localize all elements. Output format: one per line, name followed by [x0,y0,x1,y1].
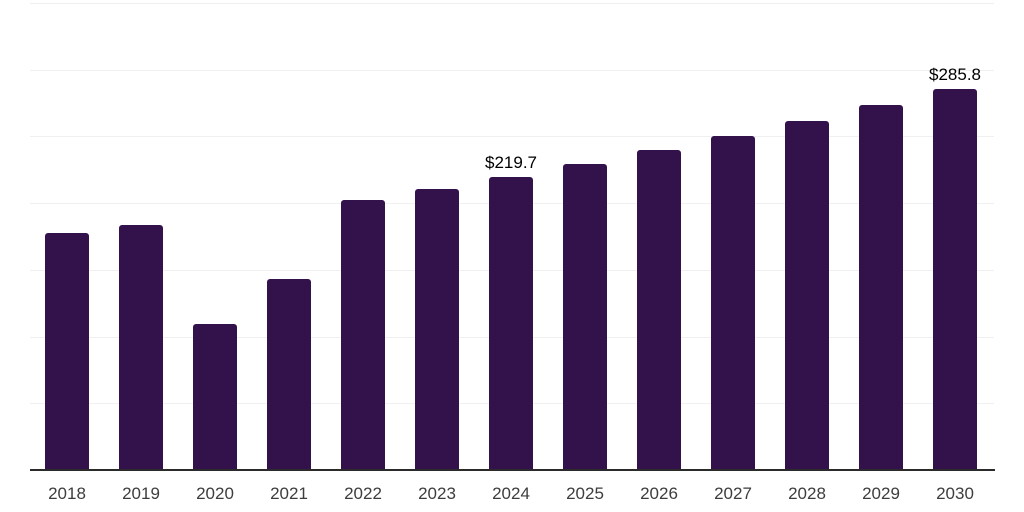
bar-2024 [489,177,533,469]
bar-2027 [711,136,755,469]
x-tick-label-2024: 2024 [492,484,530,503]
bar-2020 [193,324,237,469]
gridline-250 [30,136,994,137]
data-label-2024: $219.7 [485,153,537,172]
x-tick-label-2027: 2027 [714,484,752,503]
x-tick-label-2023: 2023 [418,484,456,503]
x-tick-label-2018: 2018 [48,484,86,503]
x-tick-label-2028: 2028 [788,484,826,503]
x-tick-label-2026: 2026 [640,484,678,503]
bar-2028 [785,121,829,469]
x-tick-label-2020: 2020 [196,484,234,503]
x-tick-label-2030: 2030 [936,484,974,503]
data-label-2030: $285.8 [929,65,981,84]
x-axis-line [30,469,995,471]
bar-2025 [563,164,607,469]
bar-2023 [415,189,459,469]
gridline-300 [30,70,994,71]
x-tick-label-2029: 2029 [862,484,900,503]
bar-2021 [267,279,311,469]
bar-2019 [119,225,163,469]
bar-2022 [341,200,385,469]
x-tick-label-2019: 2019 [122,484,160,503]
x-tick-label-2022: 2022 [344,484,382,503]
bar-2029 [859,105,903,469]
bar-2018 [45,233,89,469]
bar-2026 [637,150,681,469]
bar-2030 [933,89,977,469]
x-tick-label-2021: 2021 [270,484,308,503]
gridline-350 [30,3,994,4]
x-tick-label-2025: 2025 [566,484,604,503]
